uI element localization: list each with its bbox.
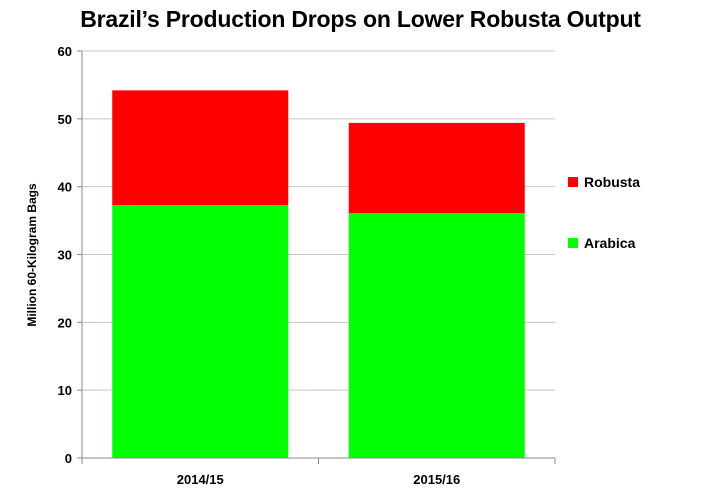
- legend-swatch-robusta: [568, 177, 578, 187]
- x-tick-label: 2014/15: [177, 472, 224, 487]
- y-tick-label: 30: [58, 248, 72, 263]
- chart-title: Brazil’s Production Drops on Lower Robus…: [80, 6, 641, 32]
- legend-swatch-arabica: [568, 238, 578, 248]
- legend: Robusta Arabica: [568, 174, 640, 251]
- y-tick-label: 50: [58, 112, 72, 127]
- y-tick-label: 40: [58, 180, 72, 195]
- bar-arabica-2014-15: [112, 204, 289, 458]
- x-tick-labels: 2014/15 2015/16: [177, 472, 461, 487]
- y-tick-labels: 0 10 20 30 40 50 60: [58, 44, 72, 466]
- y-tick-label: 20: [58, 315, 72, 330]
- y-tick-label: 10: [58, 383, 72, 398]
- bar-robusta-2015-16: [348, 122, 525, 214]
- y-tick-label: 0: [65, 451, 72, 466]
- axes: [81, 51, 555, 459]
- bars: [112, 90, 525, 458]
- bar-arabica-2015-16: [348, 213, 525, 458]
- x-tick-label: 2015/16: [413, 472, 460, 487]
- y-tick-label: 60: [58, 44, 72, 59]
- legend-label-arabica: Arabica: [584, 235, 636, 251]
- bar-robusta-2014-15: [112, 90, 289, 205]
- legend-label-robusta: Robusta: [584, 174, 640, 190]
- y-axis-label: Million 60-Kilogram Bags: [25, 183, 39, 327]
